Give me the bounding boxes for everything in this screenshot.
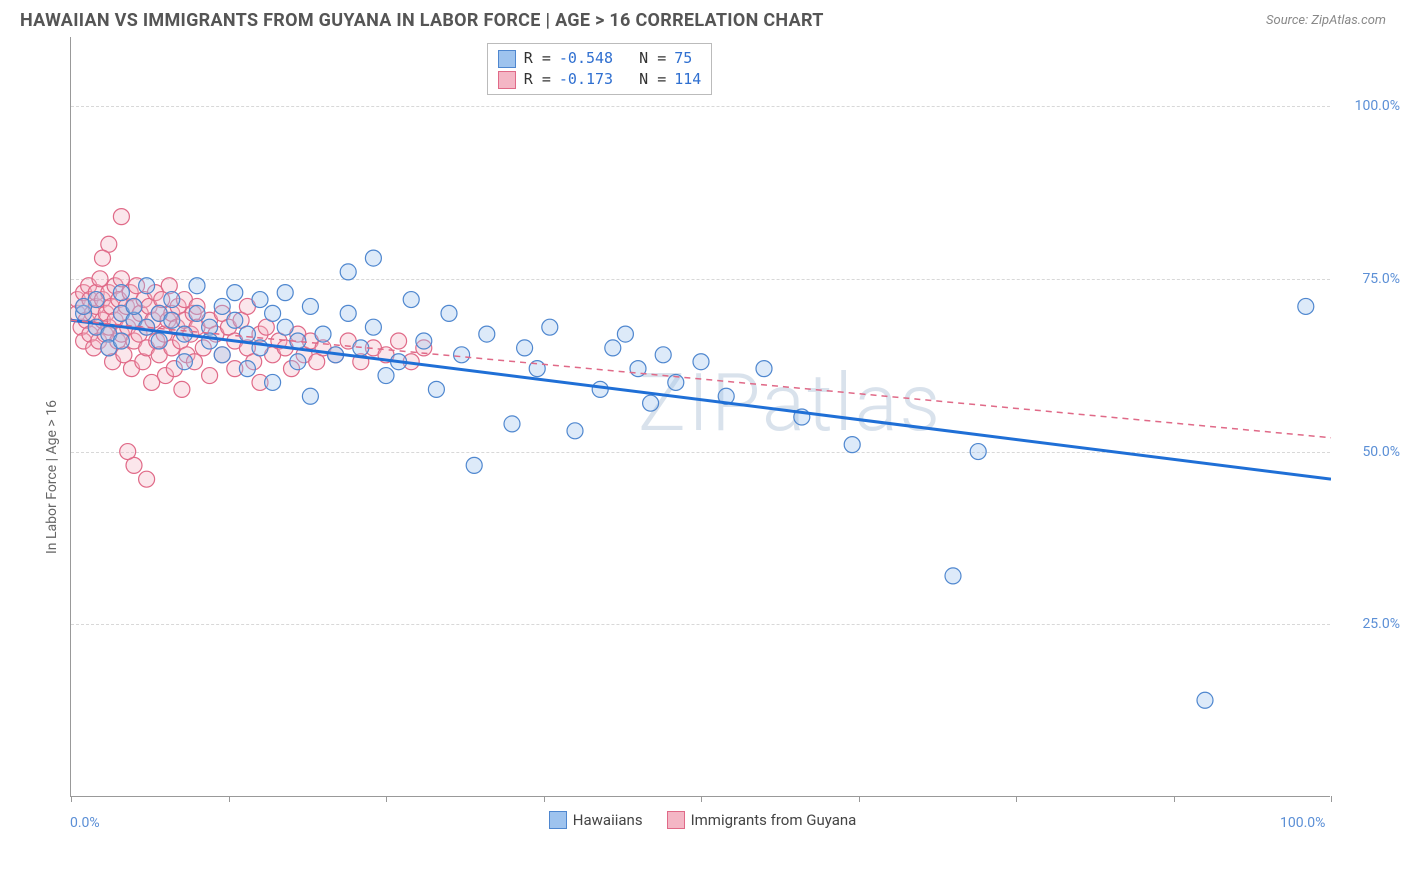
data-point [164, 292, 180, 308]
data-point [95, 250, 111, 266]
data-point [403, 292, 419, 308]
data-point [113, 333, 129, 349]
data-point [290, 354, 306, 370]
legend-swatch [498, 71, 516, 89]
data-point [1298, 298, 1314, 314]
data-point [265, 305, 281, 321]
x-axis-label-left: 0.0% [70, 815, 100, 831]
data-point [239, 361, 255, 377]
data-point [340, 264, 356, 280]
data-point [605, 340, 621, 356]
data-point [693, 354, 709, 370]
data-point [1197, 692, 1213, 708]
legend-label: Hawaiians [573, 811, 643, 829]
legend-label: Immigrants from Guyana [691, 811, 857, 829]
chart-header: HAWAIIAN VS IMMIGRANTS FROM GUYANA IN LA… [0, 0, 1406, 37]
data-point [315, 326, 331, 342]
data-point [120, 444, 136, 460]
data-point [302, 298, 318, 314]
data-point [239, 326, 255, 342]
data-point [441, 305, 457, 321]
data-point [340, 305, 356, 321]
data-point [227, 285, 243, 301]
data-point [643, 395, 659, 411]
data-point [252, 292, 268, 308]
data-point [88, 292, 104, 308]
legend-swatch [549, 811, 567, 829]
y-tick-label: 50.0% [1340, 444, 1400, 460]
x-tick [1331, 796, 1332, 802]
data-point [844, 437, 860, 453]
bottom-legend: Hawaiians Immigrants from Guyana [549, 811, 857, 829]
stat-r-label: R = [524, 69, 551, 90]
data-point [214, 298, 230, 314]
y-tick-label: 100.0% [1340, 98, 1400, 114]
data-point [164, 312, 180, 328]
stat-n-value: 114 [674, 69, 701, 90]
data-point [466, 457, 482, 473]
data-point [365, 319, 381, 335]
trend-line [71, 320, 1331, 479]
data-point [391, 333, 407, 349]
data-point [655, 347, 671, 363]
data-point [378, 368, 394, 384]
data-point [945, 568, 961, 584]
plot-area: 25.0%50.0%75.0%100.0%ZIPatlasR = -0.548 … [70, 37, 1330, 797]
chart-container: 25.0%50.0%75.0%100.0%ZIPatlasR = -0.548 … [20, 37, 1380, 857]
data-point [227, 312, 243, 328]
stat-r-label: R = [524, 48, 551, 69]
data-point [517, 340, 533, 356]
scatter-svg [71, 37, 1331, 797]
data-point [504, 416, 520, 432]
stat-r-value: -0.548 [559, 48, 613, 69]
data-point [189, 305, 205, 321]
data-point [113, 285, 129, 301]
data-point [202, 368, 218, 384]
data-point [454, 347, 470, 363]
data-point [302, 388, 318, 404]
legend-swatch [498, 50, 516, 68]
data-point [542, 319, 558, 335]
stat-r-value: -0.173 [559, 69, 613, 90]
data-point [265, 374, 281, 390]
legend-item: Immigrants from Guyana [667, 811, 857, 829]
stat-legend: R = -0.548 N = 75R = -0.173 N = 114 [487, 43, 713, 95]
data-point [479, 326, 495, 342]
data-point [126, 298, 142, 314]
data-point [202, 333, 218, 349]
stat-n-label: N = [621, 69, 666, 90]
source-attribution: Source: ZipAtlas.com [1266, 13, 1386, 28]
data-point [92, 271, 108, 287]
data-point [756, 361, 772, 377]
data-point [139, 278, 155, 294]
stat-n-value: 75 [674, 48, 692, 69]
y-tick-label: 25.0% [1340, 616, 1400, 632]
data-point [176, 354, 192, 370]
data-point [277, 285, 293, 301]
data-point [189, 278, 205, 294]
data-point [567, 423, 583, 439]
legend-swatch [667, 811, 685, 829]
data-point [365, 250, 381, 266]
data-point [592, 381, 608, 397]
legend-item: Hawaiians [549, 811, 643, 829]
data-point [214, 347, 230, 363]
x-axis-label-right: 100.0% [1280, 815, 1325, 831]
stat-n-label: N = [621, 48, 666, 69]
stat-legend-row: R = -0.548 N = 75 [498, 48, 702, 69]
data-point [970, 444, 986, 460]
data-point [416, 333, 432, 349]
data-point [151, 333, 167, 349]
y-tick-label: 75.0% [1340, 271, 1400, 287]
data-point [174, 381, 190, 397]
data-point [139, 471, 155, 487]
data-point [277, 319, 293, 335]
data-point [617, 326, 633, 342]
data-point [428, 381, 444, 397]
stat-legend-row: R = -0.173 N = 114 [498, 69, 702, 90]
y-axis-title: In Labor Force | Age > 16 [44, 400, 60, 554]
data-point [113, 209, 129, 225]
chart-title: HAWAIIAN VS IMMIGRANTS FROM GUYANA IN LA… [20, 10, 824, 31]
